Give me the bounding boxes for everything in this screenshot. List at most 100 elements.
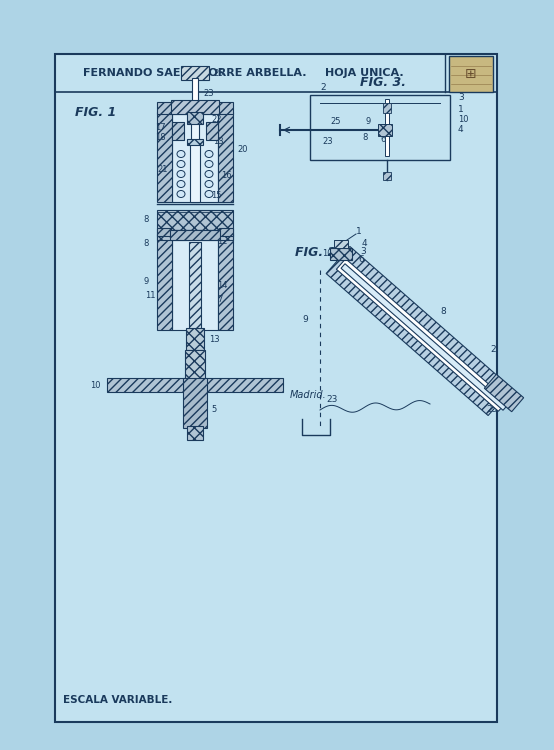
Bar [187,139,203,145]
Text: 3: 3 [360,248,366,256]
Text: 17: 17 [155,124,166,133]
Text: 25: 25 [330,118,341,127]
Text: FERNANDO SAENZ-TORRE ARBELLA.: FERNANDO SAENZ-TORRE ARBELLA. [83,68,306,78]
Ellipse shape [205,160,213,167]
Ellipse shape [177,181,185,188]
Polygon shape [326,247,512,416]
Bar [330,248,352,260]
Text: 14: 14 [217,280,228,290]
Text: 23: 23 [322,137,332,146]
Text: 24: 24 [223,103,233,112]
Text: 6: 6 [358,254,364,263]
Bar [187,112,203,124]
Text: 2: 2 [320,82,326,92]
Text: ESCALA VARIABLE.: ESCALA VARIABLE. [63,695,172,705]
Bar [206,122,218,140]
Text: 21: 21 [157,166,167,175]
Bar [334,240,348,248]
Bar [183,378,207,428]
Text: 9: 9 [365,118,370,127]
Bar [55,54,497,722]
Ellipse shape [177,151,185,157]
Bar [189,242,201,330]
Text: 8: 8 [440,308,446,316]
Text: 11: 11 [145,290,156,299]
Bar [187,426,203,440]
Text: 9: 9 [302,316,308,325]
Text: FIG. 1: FIG. 1 [75,106,116,118]
Text: ⊞: ⊞ [465,67,477,81]
Text: 6: 6 [380,136,386,145]
Ellipse shape [205,181,213,188]
Text: 1: 1 [356,227,362,236]
Text: 25: 25 [486,406,497,415]
Bar [185,350,205,380]
Bar [383,103,391,113]
Bar [192,78,198,102]
Text: 8: 8 [143,215,148,224]
Bar [157,228,171,236]
Bar [378,124,392,136]
Polygon shape [336,259,507,411]
Bar [157,102,233,114]
Ellipse shape [205,190,213,197]
Bar [218,234,233,330]
Polygon shape [484,374,524,412]
Bar [171,100,219,114]
Ellipse shape [177,190,185,197]
Bar [172,234,218,330]
Text: 8: 8 [143,238,148,248]
Text: 6: 6 [191,380,196,389]
Bar [310,95,450,160]
Text: 23: 23 [326,395,337,404]
Bar [218,112,233,202]
Text: 10: 10 [90,380,100,389]
Bar [172,112,218,202]
Bar [186,328,204,350]
Bar [107,378,283,392]
Text: 10: 10 [322,250,332,259]
Text: Madrid.: Madrid. [290,390,327,400]
Text: 10: 10 [458,115,469,124]
Text: 25: 25 [213,68,223,77]
Polygon shape [341,264,507,410]
Ellipse shape [205,151,213,157]
Text: 7: 7 [217,296,222,304]
Text: 1: 1 [458,104,464,113]
Bar [190,144,200,202]
Bar [170,230,220,240]
Bar [449,56,493,92]
Text: 5: 5 [211,406,216,415]
Text: 4: 4 [458,124,464,134]
Bar [157,230,233,240]
Bar [172,122,184,140]
Ellipse shape [177,170,185,178]
Ellipse shape [177,160,185,167]
Text: FIG. 3.: FIG. 3. [360,76,406,89]
Bar [191,117,199,202]
Text: 3: 3 [458,92,464,101]
Text: 8: 8 [362,134,367,142]
Text: 13: 13 [213,137,224,146]
Bar [157,112,172,202]
Text: 9: 9 [143,278,148,286]
Text: 23: 23 [203,88,214,98]
Text: 16: 16 [221,170,232,179]
Text: 13: 13 [209,335,219,344]
Ellipse shape [205,170,213,178]
Bar [157,234,172,330]
Text: 20: 20 [237,146,248,154]
Text: 22: 22 [211,115,222,124]
Text: HOJA UNICA.: HOJA UNICA. [325,68,404,78]
Bar [383,172,391,180]
Bar [219,228,233,236]
Bar [181,66,209,80]
Bar [385,99,389,156]
Text: 15: 15 [211,190,222,200]
Text: 2: 2 [490,346,496,355]
Text: 4: 4 [362,239,368,248]
Bar [157,210,233,230]
Text: FIG. 2: FIG. 2 [295,245,336,259]
Text: 12: 12 [217,238,228,247]
Text: 18: 18 [155,134,166,142]
